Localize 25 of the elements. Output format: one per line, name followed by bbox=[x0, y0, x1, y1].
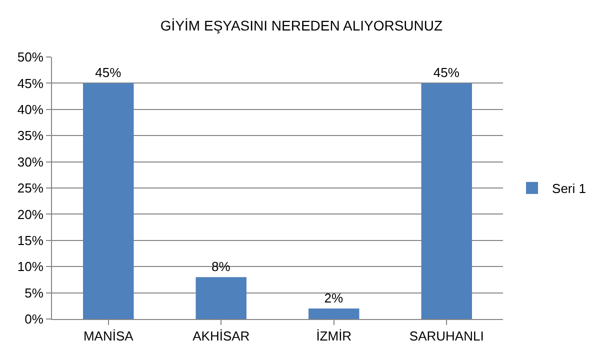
x-tick-label: AKHİSAR bbox=[192, 328, 250, 344]
data-label: 8% bbox=[212, 259, 231, 274]
y-tick-label: 30% bbox=[17, 154, 44, 170]
chart-title: GİYİM EŞYASINI NEREDEN ALIYORSUNUZ bbox=[160, 17, 444, 34]
data-label: 45% bbox=[95, 65, 122, 80]
y-tick-label: 45% bbox=[17, 76, 44, 91]
y-tick-label: 40% bbox=[17, 102, 44, 117]
y-tick-label: 50% bbox=[17, 50, 44, 65]
x-tick-label: SARUHANLI bbox=[409, 328, 484, 344]
y-tick-label: 35% bbox=[17, 128, 44, 144]
legend-label: Seri 1 bbox=[552, 181, 586, 196]
y-tick-label: 20% bbox=[17, 206, 44, 222]
x-tick-label: İZMİR bbox=[316, 328, 352, 344]
bar bbox=[83, 83, 134, 319]
y-tick-label: 5% bbox=[24, 285, 44, 300]
y-tick-label: 10% bbox=[17, 259, 44, 274]
bar bbox=[308, 308, 360, 319]
bar bbox=[196, 277, 246, 319]
y-tick-label: 0% bbox=[24, 312, 44, 327]
x-tick-label: MANİSA bbox=[83, 328, 134, 344]
y-tick-label: 25% bbox=[17, 180, 44, 196]
data-label: 45% bbox=[433, 65, 460, 80]
bar bbox=[421, 83, 472, 319]
y-tick-label: 15% bbox=[17, 232, 44, 248]
data-label: 2% bbox=[324, 290, 344, 306]
